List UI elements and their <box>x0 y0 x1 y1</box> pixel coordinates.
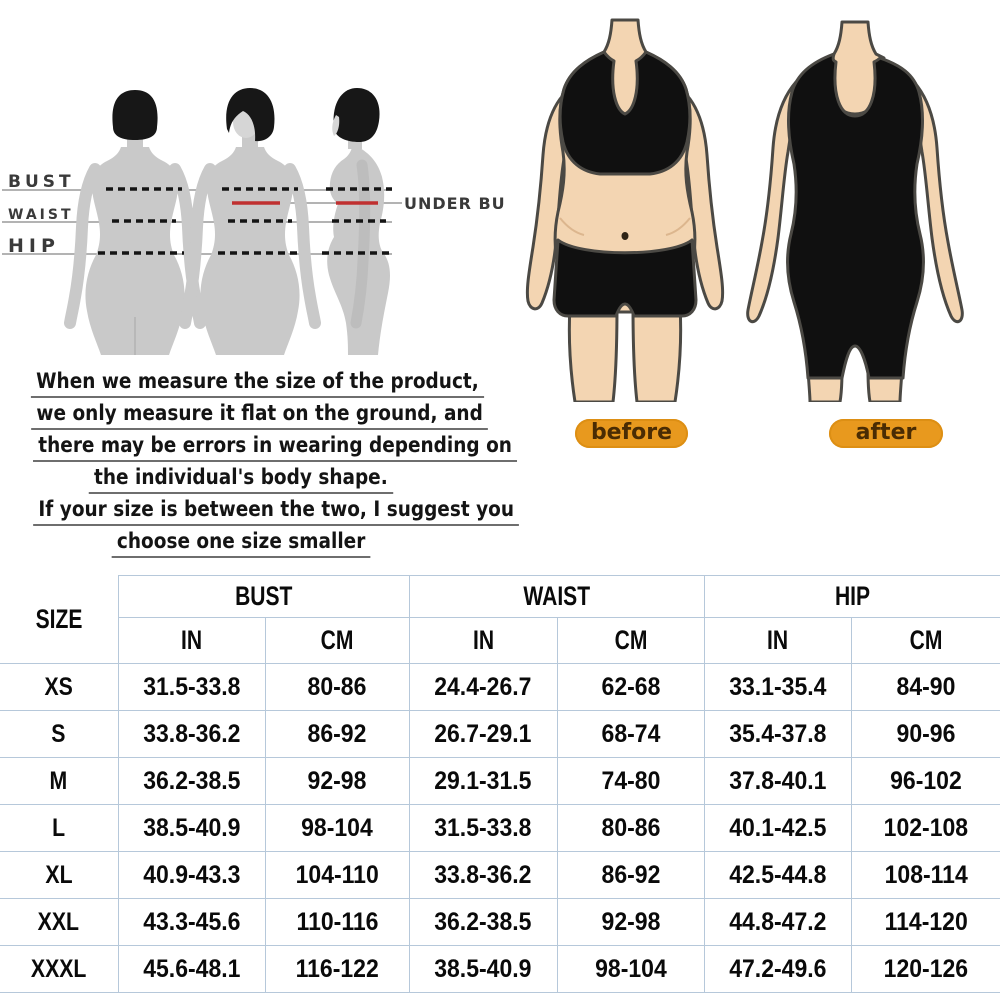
table-unit-header-row: IN CM IN CM IN CM <box>0 617 1000 664</box>
measurement-cell: 47.2-49.6 <box>703 945 852 993</box>
size-cell: XL <box>0 851 119 899</box>
note-line: there may be errors in wearing depending… <box>0 430 518 462</box>
bust-label: BUST <box>8 172 75 192</box>
measurement-cell: 102-108 <box>850 804 1000 852</box>
measurement-cell: 31.5-33.8 <box>408 804 558 852</box>
bust-group-header: BUST <box>117 575 410 618</box>
waist-in-header: IN <box>408 617 558 664</box>
measurement-cell: 33.1-35.4 <box>703 663 852 711</box>
hip-group-header: HIP <box>703 575 1000 618</box>
measurement-cell: 31.5-33.8 <box>117 663 266 711</box>
measurement-cell: 120-126 <box>850 945 1000 993</box>
measurement-cell: 108-114 <box>850 851 1000 899</box>
note-line: choose one size smaller <box>0 526 482 558</box>
size-cell: XXL <box>0 898 119 946</box>
dashed-measure-lines <box>98 187 392 255</box>
size-cell: XS <box>0 663 119 711</box>
measurement-cell: 42.5-44.8 <box>703 851 852 899</box>
shorts <box>552 238 698 318</box>
measurement-cell: 38.5-40.9 <box>117 804 266 852</box>
before-pill: before <box>575 419 688 448</box>
table-row: XL 40.9-43.3 104-110 33.8-36.2 86-92 42.… <box>0 851 1000 899</box>
measurement-cell: 37.8-40.1 <box>703 757 852 805</box>
measurement-cell: 36.2-38.5 <box>117 757 266 805</box>
size-column-header: SIZE <box>0 575 119 664</box>
measurement-cell: 33.8-36.2 <box>117 710 266 758</box>
bob-hair-front <box>226 88 275 142</box>
size-table: SIZE BUST WAIST HIP IN CM IN CM IN CM XS… <box>0 575 1000 993</box>
size-cell: XXXL <box>0 945 119 993</box>
measurement-cell: 92-98 <box>264 757 410 805</box>
measurement-cell: 98-104 <box>556 945 705 993</box>
measurement-cell: 38.5-40.9 <box>408 945 558 993</box>
measurement-cell: 74-80 <box>556 757 705 805</box>
measurement-cell: 114-120 <box>850 898 1000 946</box>
waist-label: WAIST <box>8 207 74 223</box>
sports-bra <box>558 50 692 176</box>
measurement-cell: 86-92 <box>556 851 705 899</box>
hip-label: HIP <box>8 235 60 257</box>
waist-cm-header: CM <box>556 617 705 664</box>
note-line: the individual's body shape. <box>0 462 482 494</box>
measurement-cell: 92-98 <box>556 898 705 946</box>
measurement-cell: 24.4-26.7 <box>408 663 558 711</box>
measurement-cell: 116-122 <box>264 945 410 993</box>
measurement-cell: 90-96 <box>850 710 1000 758</box>
size-cell: L <box>0 804 119 852</box>
table-row: XXXL 45.6-48.1 116-122 38.5-40.9 98-104 … <box>0 945 1000 993</box>
measurement-cell: 104-110 <box>264 851 410 899</box>
measurement-diagram: BUST WAIST HIP UNDER BUST <box>2 88 505 365</box>
bob-hair-back <box>112 90 158 140</box>
body-figure-front-view <box>185 88 315 355</box>
measurement-cell: 110-116 <box>264 898 410 946</box>
measurement-cell: 62-68 <box>556 663 705 711</box>
bob-hair-side <box>333 88 380 142</box>
table-row: XXL 43.3-45.6 110-116 36.2-38.5 92-98 44… <box>0 898 1000 946</box>
bust-cm-header: CM <box>264 617 410 664</box>
shapewear-bodysuit <box>785 52 926 380</box>
measurement-cell: 80-86 <box>556 804 705 852</box>
under-bust-label: UNDER BUST <box>404 194 505 213</box>
measurement-cell: 45.6-48.1 <box>117 945 266 993</box>
measurement-note: When we measure the size of the product,… <box>0 366 520 558</box>
after-pill-label: after <box>855 420 917 445</box>
measurement-cell: 80-86 <box>264 663 410 711</box>
measurement-cell: 40.1-42.5 <box>703 804 852 852</box>
size-cell: S <box>0 710 119 758</box>
before-pill-label: before <box>590 420 673 445</box>
measurement-cell: 26.7-29.1 <box>408 710 558 758</box>
note-line: When we measure the size of the product, <box>0 366 485 398</box>
hip-cm-header: CM <box>850 617 1000 664</box>
table-row: L 38.5-40.9 98-104 31.5-33.8 80-86 40.1-… <box>0 804 1000 852</box>
measurement-cell: 40.9-43.3 <box>117 851 266 899</box>
waist-group-header: WAIST <box>408 575 705 618</box>
after-pill: after <box>829 419 943 448</box>
navel <box>621 232 629 240</box>
table-row: M 36.2-38.5 92-98 29.1-31.5 74-80 37.8-4… <box>0 757 1000 805</box>
after-figure <box>746 20 964 402</box>
measurement-cell: 29.1-31.5 <box>408 757 558 805</box>
measurement-cell: 98-104 <box>264 804 410 852</box>
measurement-cell: 35.4-37.8 <box>703 710 852 758</box>
table-row: S 33.8-36.2 86-92 26.7-29.1 68-74 35.4-3… <box>0 710 1000 758</box>
bust-in-header: IN <box>117 617 266 664</box>
size-cell: M <box>0 757 119 805</box>
measurement-cell: 36.2-38.5 <box>408 898 558 946</box>
measurement-cell: 68-74 <box>556 710 705 758</box>
measurement-cell: 86-92 <box>264 710 410 758</box>
table-row: XS 31.5-33.8 80-86 24.4-26.7 62-68 33.1-… <box>0 663 1000 711</box>
hip-in-header: IN <box>703 617 852 664</box>
before-after-figures <box>525 18 964 402</box>
table-group-header-row: SIZE BUST WAIST HIP <box>0 575 1000 664</box>
note-line: we only measure it flat on the ground, a… <box>0 398 489 430</box>
measurement-cell: 96-102 <box>850 757 1000 805</box>
measurement-cell: 44.8-47.2 <box>703 898 852 946</box>
before-figure <box>525 18 725 402</box>
measurement-cell: 43.3-45.6 <box>117 898 266 946</box>
note-line: If your size is between the two, I sugge… <box>0 494 520 526</box>
measurement-cell: 33.8-36.2 <box>408 851 558 899</box>
measurement-cell: 84-90 <box>850 663 1000 711</box>
